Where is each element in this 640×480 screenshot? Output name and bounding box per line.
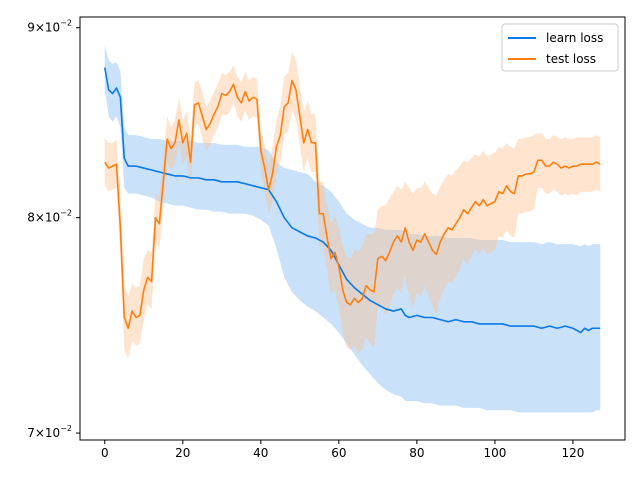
x-tick-label: 20 (175, 446, 190, 460)
x-tick-label: 100 (483, 446, 506, 460)
test-loss-band (104, 51, 601, 359)
x-tick-label: 60 (331, 446, 346, 460)
y-axis: 7×10−2 8×10−2 9×10−2 (27, 19, 80, 440)
x-tick-label: 0 (101, 446, 109, 460)
bands-layer (104, 45, 601, 413)
x-axis: 0 20 40 60 80 100 120 (101, 440, 584, 460)
lines-layer (103, 67, 601, 334)
x-tick-label: 120 (561, 446, 584, 460)
test-loss-line (104, 79, 601, 330)
x-tick-label: 40 (253, 446, 268, 460)
learn-loss-line (103, 67, 601, 334)
x-tick-label: 80 (409, 446, 424, 460)
y-tick-label: 9×10−2 (27, 19, 72, 35)
plot-frame (79, 16, 626, 441)
y-tick-label: 8×10−2 (27, 209, 72, 225)
learn-loss-legend-label: learn loss (546, 31, 603, 45)
test-loss-legend-label: test loss (546, 52, 596, 66)
learn-loss-band (104, 45, 601, 413)
legend: learn loss test loss (501, 23, 619, 72)
y-tick-label: 7×10−2 (27, 424, 72, 440)
